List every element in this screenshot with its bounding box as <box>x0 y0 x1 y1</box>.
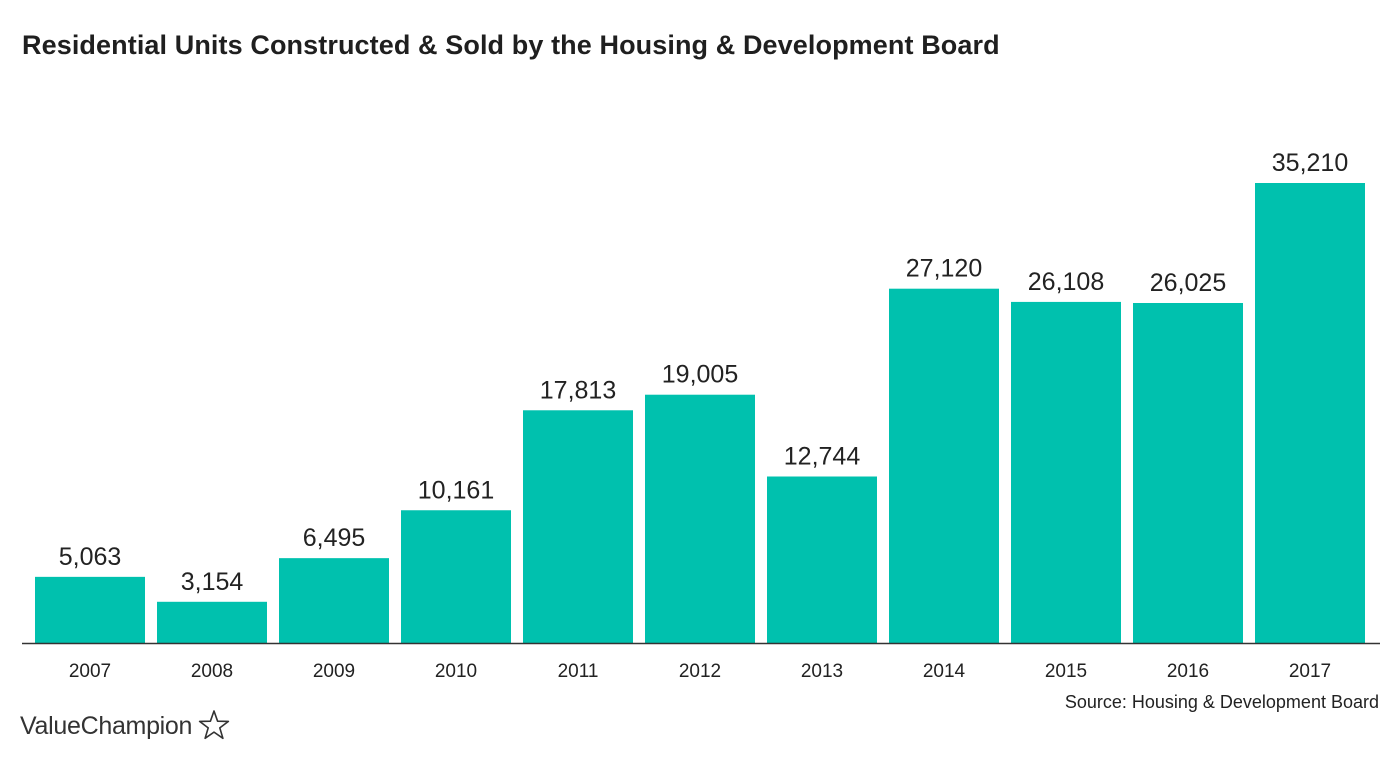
value-label-2016: 26,025 <box>1150 269 1226 297</box>
x-tick-label-2017: 2017 <box>1289 661 1331 682</box>
star-outline-icon <box>198 710 230 740</box>
x-tick-label-2010: 2010 <box>435 661 477 682</box>
value-label-2011: 17,813 <box>540 376 616 404</box>
value-label-2012: 19,005 <box>662 361 738 389</box>
x-tick-label-2011: 2011 <box>558 661 599 682</box>
value-label-2010: 10,161 <box>418 476 494 504</box>
x-tick-label-2007: 2007 <box>69 661 111 682</box>
x-tick-labels-group: 2007 2008 2009 2010 2011 2012 2013 2014 2015 2016… <box>69 661 1331 682</box>
x-tick-label-2009: 2009 <box>313 661 355 682</box>
brand-name: ValueChampion <box>20 711 193 740</box>
bar-2011 <box>523 410 633 643</box>
bar-2017 <box>1255 183 1365 643</box>
value-label-2013: 12,744 <box>784 443 861 471</box>
bar-2012 <box>645 394 755 643</box>
x-tick-label-2015: 2015 <box>1045 661 1087 682</box>
x-tick-label-2016: 2016 <box>1167 661 1209 682</box>
value-label-2008: 3,154 <box>181 568 244 596</box>
value-label-2014: 27,120 <box>906 255 982 283</box>
value-label-2017: 35,210 <box>1272 149 1348 177</box>
bar-2013 <box>767 476 877 643</box>
brand-logo: ValueChampion <box>20 706 232 746</box>
x-tick-label-2014: 2014 <box>923 661 966 682</box>
bar-2007 <box>35 576 145 643</box>
bar-2010 <box>401 510 511 643</box>
value-label-2007: 5,063 <box>59 543 122 571</box>
source-note: Source: Housing & Development Board <box>1064 692 1379 712</box>
x-tick-label-2013: 2013 <box>801 661 843 682</box>
bar-2016 <box>1133 302 1243 643</box>
x-tick-label-2008: 2008 <box>191 661 233 682</box>
value-label-2009: 6,495 <box>303 524 366 552</box>
bar-2009 <box>279 558 389 643</box>
bar-2015 <box>1011 301 1121 643</box>
x-tick-label-2012: 2012 <box>679 661 721 682</box>
value-label-2015: 26,108 <box>1028 268 1104 296</box>
chart-title: Residential Units Constructed & Sold by … <box>22 30 1000 60</box>
value-labels-group: 5,063 3,154 6,495 10,161 17,813 19,005 12,744 2… <box>59 149 1349 596</box>
bar-2008 <box>157 601 267 643</box>
bars-group <box>35 183 1365 643</box>
bar-2014 <box>889 288 999 643</box>
